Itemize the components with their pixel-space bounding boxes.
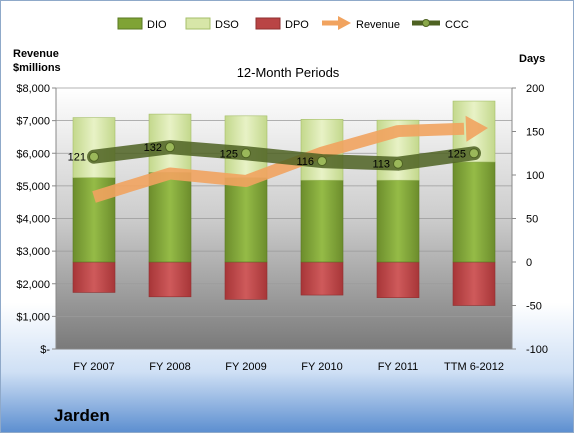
- right-tick-label: 0: [526, 257, 532, 269]
- left-axis-title-line-2: $millions: [13, 62, 61, 74]
- bar-dpo: [452, 261, 496, 306]
- x-tick-label: TTM 6-2012: [444, 361, 504, 373]
- revenue-arrowhead: [465, 115, 488, 142]
- left-tick-label: $8,000: [16, 83, 50, 95]
- ccc-data-label: 116: [296, 156, 314, 168]
- x-axis-labels: FY 2007 FY 2008 FY 2009 FY 2010 FY 2011 TTM 6…: [73, 361, 504, 373]
- ccc-data-label: 125: [448, 148, 466, 160]
- left-tick-label: $-: [40, 344, 50, 356]
- legend-label-dso: DSO: [215, 19, 239, 31]
- bar-dio: [376, 179, 420, 263]
- chart-title: 12-Month Periods: [236, 65, 340, 80]
- bar-dio: [148, 172, 192, 263]
- left-tick-label: $7,000: [16, 116, 50, 128]
- legend-label-dio: DIO: [147, 19, 167, 31]
- legend-swatch-dpo: [255, 17, 281, 30]
- left-axis-title: Revenue $millions: [13, 47, 83, 75]
- bar-dpo: [300, 261, 344, 296]
- legend: DIO DSO DPO Revenue CCC: [117, 16, 469, 31]
- legend-arrow-revenue: [322, 16, 351, 30]
- ccc-point: [89, 151, 99, 162]
- left-axis-ticks: $- $1,000 $2,000 $3,000 $4,000 $5,000 $6,000 $7…: [16, 83, 56, 356]
- ccc-point: [317, 156, 327, 167]
- x-tick-label: FY 2007: [73, 361, 114, 373]
- ccc-data-label: 132: [144, 142, 162, 154]
- right-tick-label: 150: [526, 127, 544, 139]
- ccc-point: [393, 158, 403, 169]
- ccc-data-label: 125: [220, 148, 238, 160]
- ccc-point: [241, 148, 251, 159]
- x-tick-label: FY 2008: [149, 361, 190, 373]
- right-tick-label: -100: [526, 344, 548, 356]
- x-tick-label: FY 2009: [225, 361, 266, 373]
- bar-dio: [452, 161, 496, 263]
- legend-label-revenue: Revenue: [356, 19, 400, 31]
- left-tick-label: $1,000: [16, 311, 50, 323]
- left-tick-label: $6,000: [16, 148, 50, 160]
- legend-swatch-dso: [185, 17, 211, 30]
- ccc-series: 121 132 125 116 113 125: [68, 140, 481, 171]
- right-tick-label: 50: [526, 214, 538, 226]
- right-tick-label: 200: [526, 83, 544, 95]
- legend-line-ccc: [412, 19, 440, 27]
- left-tick-label: $5,000: [16, 181, 50, 193]
- right-tick-label: 100: [526, 170, 544, 182]
- x-tick-label: FY 2011: [378, 361, 419, 373]
- ccc-point: [165, 142, 175, 153]
- right-tick-label: -50: [526, 301, 542, 313]
- x-tick-label: FY 2010: [301, 361, 342, 373]
- bar-dpo: [224, 261, 268, 300]
- left-axis-title-line-1: Revenue: [13, 48, 59, 60]
- right-axis-ticks: -100 -50 0 50 100 150 200: [512, 83, 548, 356]
- bar-dpo: [72, 261, 116, 293]
- left-tick-label: $3,000: [16, 246, 50, 258]
- ccc-data-label: 121: [68, 152, 86, 164]
- ccc-data-label: 113: [372, 159, 390, 171]
- bar-dio: [224, 177, 268, 263]
- legend-label-ccc: CCC: [445, 19, 469, 31]
- ccc-point: [469, 148, 479, 159]
- bar-dio: [300, 179, 344, 263]
- right-axis-title: Days: [519, 53, 546, 65]
- legend-swatch-dio: [117, 17, 143, 30]
- legend-label-dpo: DPO: [285, 19, 309, 31]
- revenue-series: [92, 115, 488, 203]
- bar-dpo: [376, 261, 420, 298]
- bar-dso: [72, 117, 116, 178]
- revenue-line: [92, 122, 465, 203]
- bar-dpo: [148, 261, 192, 298]
- company-name: Jarden: [54, 406, 110, 425]
- left-tick-label: $2,000: [16, 279, 50, 291]
- left-tick-label: $4,000: [16, 214, 50, 226]
- ccc-line: [87, 140, 481, 171]
